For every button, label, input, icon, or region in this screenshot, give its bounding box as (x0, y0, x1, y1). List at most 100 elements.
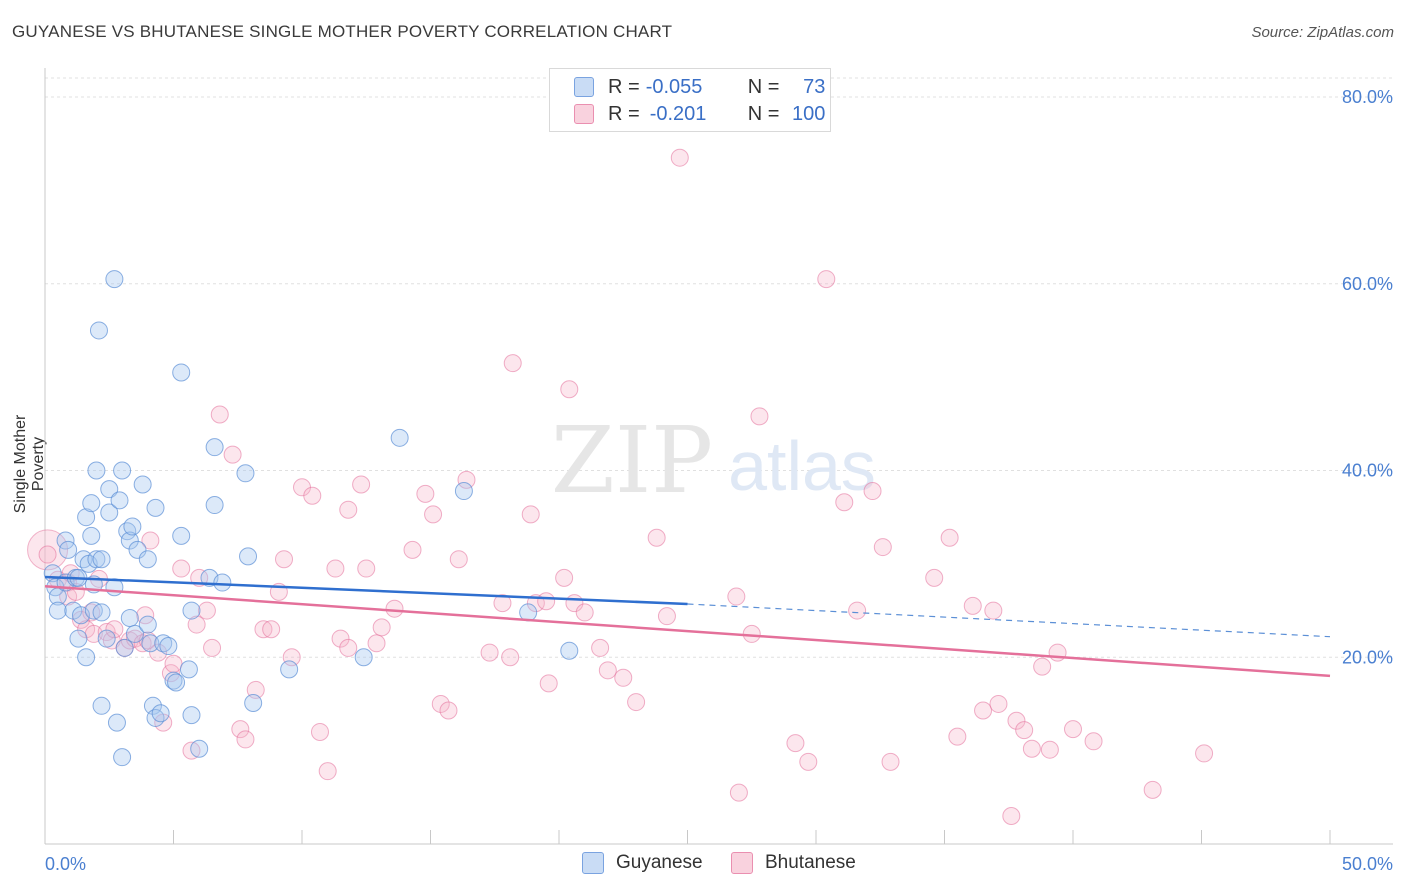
bhutanese-point (799, 752, 818, 771)
bhutanese-point (750, 407, 769, 426)
guyanese-point (454, 482, 473, 501)
bhutanese-point (984, 601, 1003, 620)
bhutanese-point (231, 720, 250, 739)
bhutanese-point (236, 730, 255, 749)
bhutanese-point (105, 620, 124, 639)
legend-n-label: N = (747, 75, 780, 98)
bhutanese-point (480, 643, 499, 662)
guyanese-point (59, 540, 78, 559)
legend-n-value: 73 (803, 75, 826, 98)
bhutanese-point (670, 148, 689, 167)
guyanese-point (560, 641, 579, 660)
guyanese-point (48, 601, 67, 620)
legend-item-bhutanese[interactable]: Bhutanese (731, 852, 856, 874)
bhutanese-point (318, 762, 337, 781)
guyanese-point (92, 696, 111, 715)
guyanese-point (82, 494, 101, 513)
source-label: Source: ZipAtlas.com (1251, 24, 1394, 41)
guyanese-point (128, 540, 147, 559)
bhutanese-point (82, 603, 101, 622)
trend-lines (44, 575, 1331, 678)
bhutanese-point (925, 568, 944, 587)
legend-r-label: R = (608, 75, 640, 98)
guyanese-point (97, 629, 116, 648)
watermark-atlas: atlas (728, 427, 876, 505)
guyanese-point (87, 550, 106, 569)
bhutanese-point (331, 629, 350, 648)
bhutanese-point (1195, 744, 1214, 763)
legend-item-guyanese[interactable]: Guyanese (582, 852, 703, 874)
bhutanese-point (367, 634, 386, 653)
bhutanese-point (457, 470, 476, 489)
bhutanese-point (303, 486, 322, 505)
legend-label-bhutanese: Bhutanese (765, 852, 856, 873)
bhutanese-point (262, 620, 281, 639)
bhutanese-point (439, 701, 458, 720)
bhutanese-point (1022, 739, 1041, 758)
bhutanese-point (424, 505, 443, 524)
bhutanese-point (339, 500, 358, 519)
bhutanese-point (431, 694, 450, 713)
bhutanese-point (203, 638, 222, 657)
guyanese-point (179, 660, 198, 679)
guyanese-trend-line (44, 575, 688, 606)
bhutanese-point (223, 445, 242, 464)
swatch-bhutanese (731, 852, 753, 874)
bhutanese-point (537, 592, 556, 611)
legend-row-guyanese: R = -0.055 N = 73 (574, 74, 825, 100)
guyanese-point (92, 550, 111, 569)
guyanese-point (141, 634, 160, 653)
bhutanese-trend-line (44, 585, 1331, 678)
legend-swatch-bhutanese (574, 104, 594, 124)
legend-n-value: 100 (792, 102, 826, 125)
bhutanese-point (326, 559, 345, 578)
guyanese-point (167, 673, 186, 692)
x-tick-label-max: 50.0% (1342, 854, 1393, 874)
bhutanese-point (873, 538, 892, 557)
chart-title: GUYANESE VS BHUTANESE SINGLE MOTHER POVE… (12, 22, 673, 41)
guyanese-point (110, 491, 129, 510)
bhutanese-point (881, 752, 900, 771)
data-points (27, 148, 1214, 825)
bhutanese-point (848, 601, 867, 620)
grid-lines (45, 77, 1393, 658)
bhutanese-point (133, 634, 152, 653)
guyanese-point (172, 526, 191, 545)
guyanese-point (120, 609, 139, 628)
guyanese-point (213, 573, 232, 592)
guyanese-point (205, 496, 224, 515)
guyanese-point (146, 498, 165, 517)
bhutanese-point (164, 654, 183, 673)
bhutanese-point (501, 648, 520, 667)
guyanese-point (354, 648, 373, 667)
guyanese-point (84, 601, 103, 620)
guyanese-point (182, 706, 201, 725)
bhutanese-point (817, 270, 836, 289)
bhutanese-point (385, 599, 404, 618)
guyanese-point (205, 438, 224, 457)
bhutanese-point (1040, 740, 1059, 759)
guyanese-point (87, 461, 106, 480)
bhutanese-point (963, 596, 982, 615)
bhutanese-point (521, 505, 540, 524)
axes (44, 68, 1393, 845)
guyanese-point (100, 480, 119, 499)
guyanese-point (239, 547, 258, 566)
bhutanese-point (187, 615, 206, 634)
y-tick-label: 40.0% (1342, 461, 1393, 481)
bhutanese-point (449, 550, 468, 569)
bhutanese-point (863, 482, 882, 501)
guyanese-point (182, 601, 201, 620)
bhutanese-point (352, 475, 371, 494)
guyanese-point (77, 648, 96, 667)
guyanese-point (151, 704, 170, 723)
bhutanese-point (948, 727, 967, 746)
guyanese-point (113, 461, 132, 480)
guyanese-point (105, 270, 124, 289)
swatch-guyanese (582, 852, 604, 874)
bhutanese-point (974, 701, 993, 720)
bhutanese-point (503, 354, 522, 373)
tick-labels: 20.0% 40.0% 60.0% 80.0% 0.0% 50.0% (45, 87, 1393, 874)
stats-legend: R = -0.055 N = 73 R = -0.201 N = 100 (549, 68, 831, 132)
legend-n-label: N = (747, 102, 780, 125)
